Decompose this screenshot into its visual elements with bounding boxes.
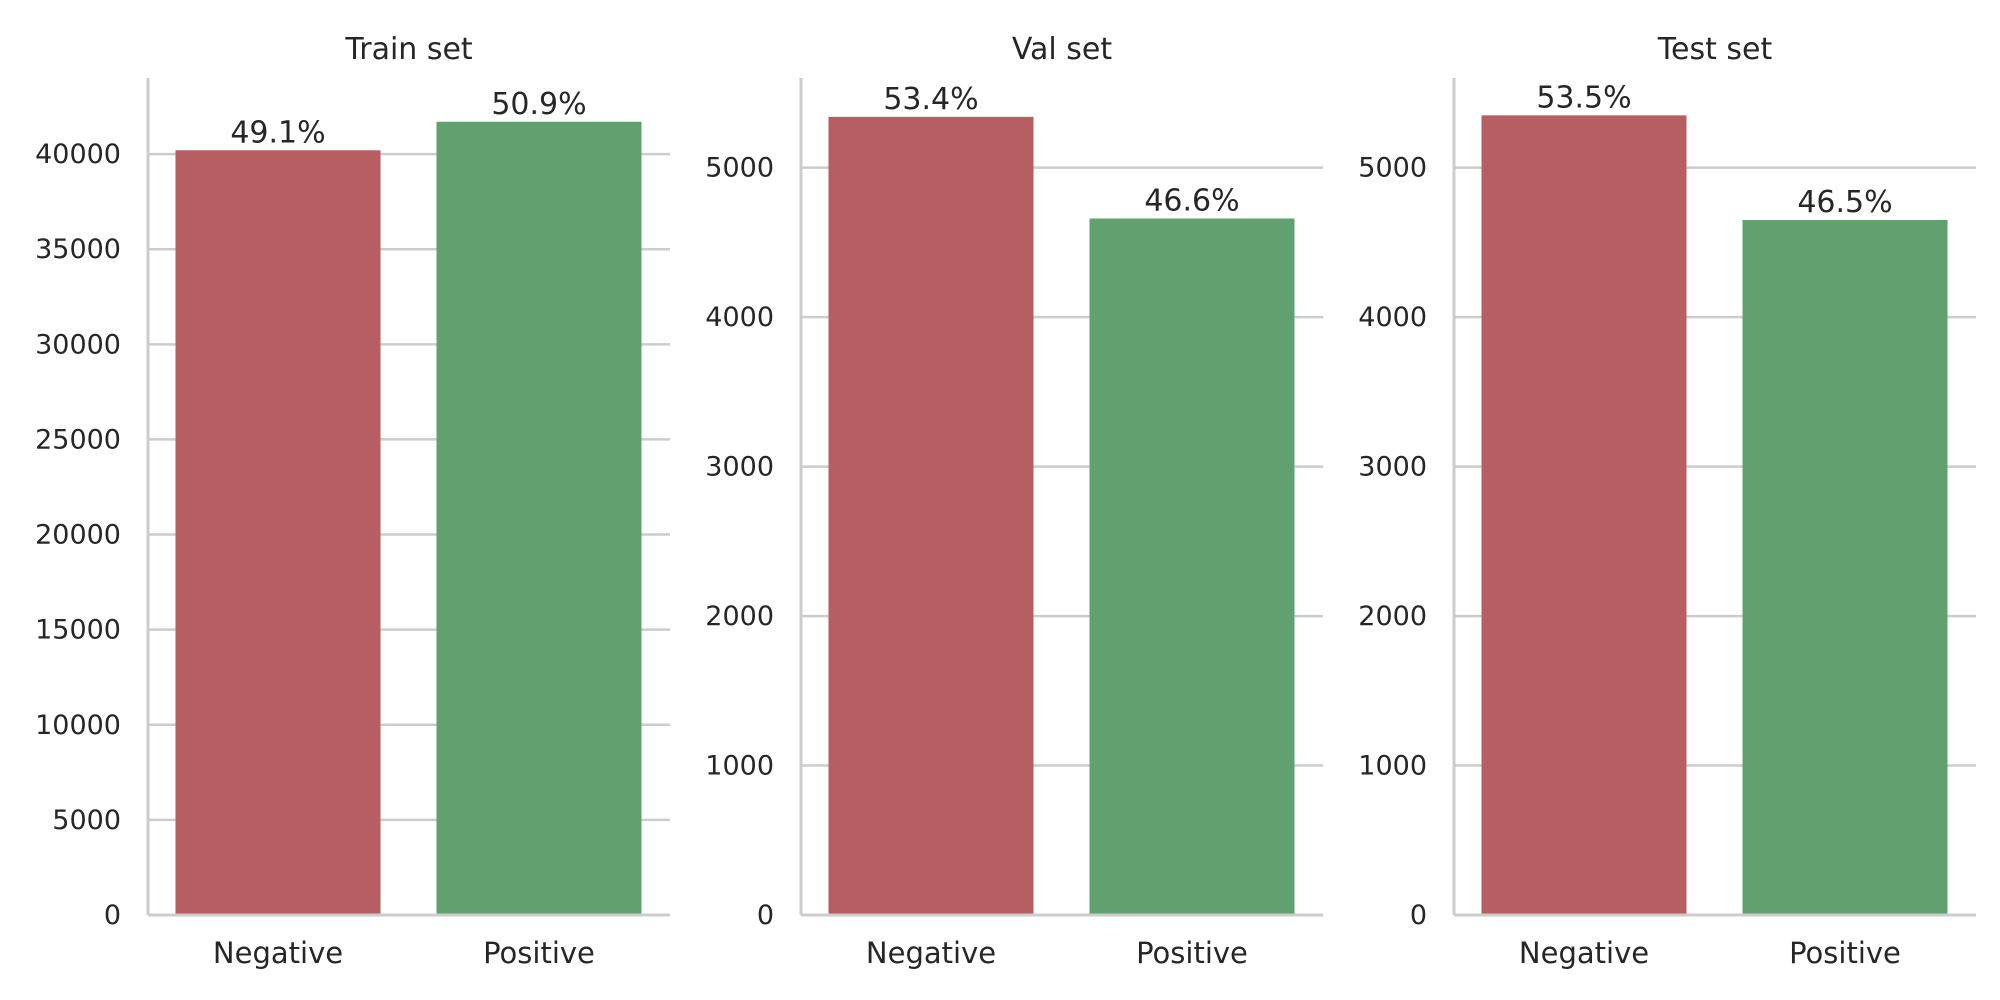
y-tick-label: 15000 xyxy=(35,615,121,646)
x-tick-label: Positive xyxy=(483,936,595,970)
y-tick-label: 1000 xyxy=(705,751,774,782)
x-tick-label: Negative xyxy=(866,936,996,970)
y-tick-label: 5000 xyxy=(52,805,121,836)
y-tick-label: 20000 xyxy=(35,520,121,551)
chart-title: Val set xyxy=(1012,32,1113,67)
data-label: 53.5% xyxy=(1536,80,1631,115)
y-tick-label: 2000 xyxy=(705,601,774,632)
data-label: 49.1% xyxy=(230,115,325,150)
y-tick-label: 4000 xyxy=(1358,302,1427,333)
y-tick-label: 3000 xyxy=(705,452,774,483)
bar-negative xyxy=(828,116,1034,915)
x-tick-label: Negative xyxy=(213,936,343,970)
y-tick-label: 0 xyxy=(757,900,774,931)
bar-positive xyxy=(436,121,642,916)
bar-negative xyxy=(175,150,381,915)
x-tick-label: Positive xyxy=(1136,936,1248,970)
data-label: 50.9% xyxy=(491,87,586,122)
y-tick-label: 5000 xyxy=(1358,153,1427,184)
y-tick-label: 30000 xyxy=(35,329,121,360)
y-tick-label: 25000 xyxy=(35,424,121,455)
y-tick-label: 35000 xyxy=(35,234,121,265)
y-tick-label: 3000 xyxy=(1358,452,1427,483)
chart-title: Train set xyxy=(344,32,473,67)
bar-positive xyxy=(1089,218,1295,915)
y-tick-label: 0 xyxy=(104,900,121,931)
bar-negative xyxy=(1481,115,1687,915)
chart-panel-1: 49.1% Negative 50.9% Positive 0 5000 10000 1500… xyxy=(35,32,670,970)
x-tick-label: Negative xyxy=(1519,936,1649,970)
y-tick-label: 0 xyxy=(1410,900,1427,931)
bar-positive xyxy=(1742,219,1948,915)
y-tick-label: 40000 xyxy=(35,139,121,170)
y-tick-label: 2000 xyxy=(1358,601,1427,632)
x-tick-label: Positive xyxy=(1789,936,1901,970)
data-label: 46.6% xyxy=(1144,183,1239,218)
y-tick-label: 1000 xyxy=(1358,751,1427,782)
y-tick-label: 4000 xyxy=(705,302,774,333)
data-label: 53.4% xyxy=(883,82,978,117)
chart-title: Test set xyxy=(1657,32,1773,67)
y-tick-label: 10000 xyxy=(35,710,121,741)
data-label: 46.5% xyxy=(1797,185,1892,220)
chart-panel-2: 53.4% Negative 46.6% Positive 0 1000 2000 3000 4… xyxy=(705,32,1323,970)
chart-panel-3: 53.5% Negative 46.5% Positive 0 1000 2000 3000 4… xyxy=(1358,32,1976,970)
y-tick-label: 5000 xyxy=(705,153,774,184)
